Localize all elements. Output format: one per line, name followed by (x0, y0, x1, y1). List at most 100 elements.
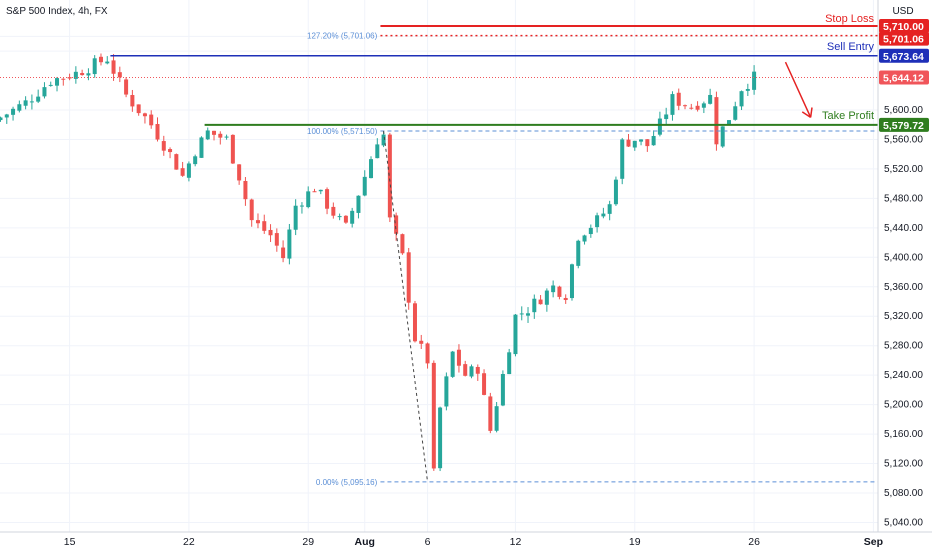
candle (67, 73, 72, 81)
fib-127-label: 127.20% (5,701.06) (307, 32, 378, 41)
take-profit-price-tag[interactable]: 5,579.72 (879, 117, 929, 132)
candle (607, 200, 612, 221)
candle (124, 77, 129, 98)
candle (701, 101, 706, 114)
candle (557, 285, 562, 300)
time-tick-label: Sep (864, 536, 883, 548)
candle (161, 135, 166, 156)
candle (274, 228, 279, 252)
candle (92, 55, 97, 78)
candle (519, 306, 524, 321)
candle (613, 176, 618, 206)
candle (494, 401, 499, 433)
candle (237, 164, 242, 185)
candle (155, 117, 160, 142)
time-tick-label: 12 (510, 536, 522, 548)
candle (136, 104, 141, 116)
time-axis[interactable]: 15 22 29 Aug 6 12 19 26 Sep (0, 531, 932, 548)
time-tick-label: 22 (183, 536, 195, 548)
price-tick-label: 5,440.00 (884, 223, 923, 234)
candle (720, 126, 725, 148)
candle (601, 207, 606, 219)
candle (469, 364, 474, 379)
candle (111, 54, 116, 81)
candle (488, 392, 493, 434)
candle (595, 212, 600, 233)
svg-text:5,710.00: 5,710.00 (883, 21, 924, 33)
fib-100-label: 100.00% (5,571.50) (307, 127, 378, 136)
candle (745, 83, 750, 96)
candle (406, 247, 411, 310)
price-axis[interactable]: USD 5,600.00 5,560.00 5,520.00 5,480.00 5,44… (877, 0, 929, 532)
candle (683, 104, 688, 110)
price-tick-label: 5,120.00 (884, 459, 923, 470)
candle (394, 212, 399, 241)
current-price-tag[interactable]: 5,644.12 (879, 70, 929, 85)
fib-0-label: 0.00% (5,095.16) (316, 478, 378, 487)
candle (98, 53, 103, 66)
svg-text:5,644.12: 5,644.12 (883, 73, 924, 85)
price-tick-label: 5,200.00 (884, 400, 923, 411)
candle (23, 96, 28, 110)
time-tick-label: Aug (355, 536, 375, 548)
candle (532, 294, 537, 319)
candle (582, 234, 587, 245)
candle (224, 134, 229, 140)
candle (249, 198, 254, 227)
candle (212, 130, 217, 141)
price-tick-label: 5,080.00 (884, 488, 923, 499)
time-tick-label: 26 (748, 536, 760, 548)
candle (105, 56, 110, 65)
candle (337, 213, 342, 221)
price-tick-label: 5,400.00 (884, 252, 923, 263)
candle (387, 132, 392, 223)
candle (689, 103, 694, 110)
candle (186, 161, 191, 182)
candle (708, 88, 713, 105)
candle (268, 224, 273, 242)
candle (199, 136, 204, 158)
price-tick-label: 5,320.00 (884, 311, 923, 322)
candle (48, 81, 53, 87)
price-tick-label: 5,160.00 (884, 429, 923, 440)
candle (193, 154, 198, 167)
candle (73, 66, 78, 84)
sell-entry-price-tag[interactable]: 5,673.64 (879, 48, 929, 63)
candle (362, 170, 367, 197)
candle (739, 90, 744, 111)
candle (752, 65, 757, 95)
candle (42, 82, 47, 99)
candle (475, 364, 480, 381)
candle (369, 156, 374, 179)
time-tick-label: 6 (425, 536, 431, 548)
stop-loss-label: Stop Loss (825, 13, 874, 25)
fib-127-price-tag[interactable]: 5,701.06 (879, 31, 929, 46)
candle (676, 88, 681, 111)
candle (350, 207, 355, 228)
candle (255, 213, 260, 229)
candle (450, 350, 455, 378)
time-tick-label: 19 (629, 536, 641, 548)
candle (312, 188, 317, 193)
price-tick-label: 5,480.00 (884, 193, 923, 204)
price-tick-label: 5,360.00 (884, 282, 923, 293)
candle (726, 119, 731, 125)
candle (55, 76, 60, 92)
candle (205, 127, 210, 141)
candle (733, 101, 738, 121)
candle (632, 140, 637, 151)
candle (563, 294, 568, 304)
candle (243, 177, 248, 206)
candle (11, 106, 16, 121)
candle (281, 240, 286, 263)
candle (230, 134, 235, 164)
candle (356, 195, 361, 219)
candle (0, 116, 3, 122)
currency-label: USD (892, 6, 913, 17)
svg-text:5,579.72: 5,579.72 (883, 120, 924, 132)
stop-loss-price-tag[interactable]: 5,710.00 (879, 18, 929, 33)
candle (425, 342, 430, 369)
candle (293, 199, 298, 236)
price-tick-label: 5,600.00 (884, 105, 923, 116)
